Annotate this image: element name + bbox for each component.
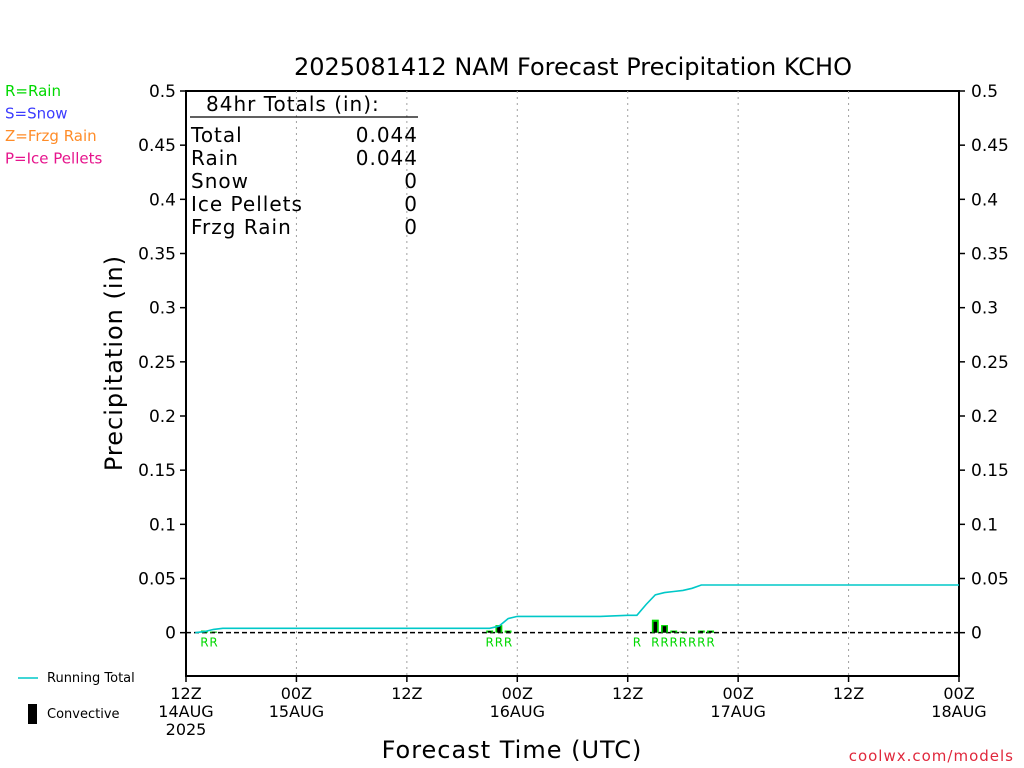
left-y-tick-label-8: 0.4 [149,190,176,210]
ptype-label-11: R [697,636,705,650]
totals-value-4: 0 [404,215,418,239]
ptype-label-7: R [660,636,668,650]
totals-label-2: Snow [191,169,249,193]
legend-label-1: Convective [47,707,120,722]
totals-value-0: 0.044 [356,123,418,147]
x-tick-label-0-2: 2025 [166,720,207,739]
convective-bar-6 [662,626,667,633]
x-tick-label-3-0: 00Z [502,684,533,703]
ptype-label-2: R [486,636,494,650]
plot-frame [185,90,960,677]
convective-bar-4 [506,631,510,633]
convective-bar-5 [653,621,658,633]
legend-bar-symbol [28,704,37,724]
x-tick-label-1-1: 15AUG [269,702,324,721]
right-y-tick-label-1: 0.05 [971,570,1009,590]
totals-label-3: Ice Pellets [191,192,303,216]
series-legend: Running Total Convective [18,671,135,724]
totals-label-4: Frzg Rain [191,215,292,239]
left-y-tick-label-7: 0.35 [138,245,176,265]
x-tick-label-2-0: 12Z [391,684,422,703]
ptype-legend: R=Rain S=Snow Z=Frzg Rain P=Ice Pellets [5,82,102,168]
left-y-tick-label-0: 0 [165,624,176,644]
ptype-label-4: R [504,636,512,650]
ptype-label-6: R [651,636,659,650]
x-tick-label-0-0: 12Z [170,684,201,703]
ptype-label-9: R [679,636,687,650]
totals-label-0: Total [190,123,243,147]
convective-bar-7 [672,631,676,633]
x-tick-label-7-0: 00Z [943,684,974,703]
left-y-tick-label-1: 0.05 [138,570,176,590]
right-y-tick-label-4: 0.2 [971,407,998,427]
totals-value-2: 0 [404,169,418,193]
ptype-label-5: R [633,636,641,650]
ptype-legend-1: S=Snow [5,105,68,123]
left-y-tick-label-6: 0.3 [149,299,176,319]
x-tick-label-3-1: 16AUG [490,702,545,721]
left-y-tick-label-10: 0.5 [149,82,176,102]
left-y-tick-label-3: 0.15 [138,461,176,481]
totals-value-3: 0 [404,192,418,216]
ptype-label-1: R [209,636,217,650]
chart-title: 2025081412 NAM Forecast Precipitation KC… [294,53,852,81]
ptype-label-3: R [495,636,503,650]
ptype-legend-3: P=Ice Pellets [5,150,102,168]
x-axis-label: Forecast Time (UTC) [382,736,643,764]
precipitation-bars [200,619,714,633]
totals-label-1: Rain [191,146,239,170]
convective-bar-2 [487,631,492,633]
legend-label-0: Running Total [47,671,135,686]
right-y-tick-label-2: 0.1 [971,515,998,535]
x-tick-label-6-0: 12Z [833,684,864,703]
totals-header: 84hr Totals (in): [206,92,380,116]
running-total-series [195,584,959,634]
left-y-tick-label-5: 0.25 [138,353,176,373]
ptype-label-8: R [670,636,678,650]
left-y-tick-label-9: 0.45 [138,136,176,156]
right-y-tick-label-0: 0 [971,624,982,644]
convective-bar-1 [211,631,216,633]
right-y-tick-label-9: 0.45 [971,136,1009,156]
x-tick-label-4-0: 12Z [612,684,643,703]
ptype-legend-0: R=Rain [5,82,61,100]
right-y-tick-label-7: 0.35 [971,245,1009,265]
right-y-axis: 0 0.05 0.1 0.15 0.2 0.25 0.3 0.35 0.4 0.45 0.5 [959,82,1009,644]
left-y-axis: 0 0.05 0.1 0.15 0.2 0.25 0.3 0.35 0.4 0.45 0.5 [138,82,186,644]
x-tick-label-7-1: 18AUG [931,702,986,721]
credit-text: coolwx.com/models [849,747,1014,765]
left-y-tick-label-4: 0.2 [149,407,176,427]
ptype-label-10: R [688,636,696,650]
right-y-tick-label-8: 0.4 [971,190,998,210]
x-tick-label-1-0: 00Z [281,684,312,703]
right-y-tick-label-6: 0.3 [971,299,998,319]
x-tick-label-5-0: 00Z [722,684,753,703]
vertical-grid-lines [295,91,850,676]
x-tick-label-0-1: 14AUG [158,702,213,721]
running-total-line [195,584,959,634]
convective-bar-10 [708,631,713,633]
y-axis-label: Precipitation (in) [100,255,128,471]
right-y-tick-label-5: 0.25 [971,353,1009,373]
right-y-tick-label-3: 0.15 [971,461,1009,481]
ptype-label-12: R [706,636,714,650]
right-y-tick-label-10: 0.5 [971,82,998,102]
totals-value-1: 0.044 [356,146,418,170]
convective-bar-9 [699,631,704,633]
convective-bar-8 [681,631,685,633]
convective-bar-3 [497,626,501,633]
ptype-legend-2: Z=Frzg Rain [5,127,97,145]
totals-box: 84hr Totals (in): Total 0.044 Rain 0.044 Snow… [190,92,418,239]
ptype-label-0: R [200,636,208,650]
x-tick-label-5-1: 17AUG [710,702,765,721]
left-y-tick-label-2: 0.1 [149,515,176,535]
